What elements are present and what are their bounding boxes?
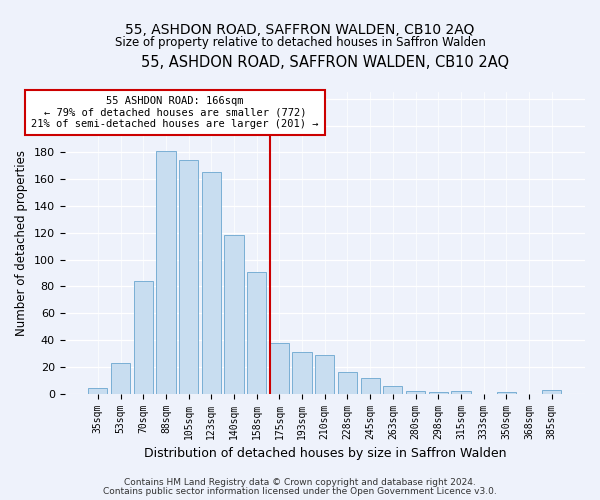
- Bar: [361, 378, 380, 394]
- Bar: [542, 390, 562, 394]
- Bar: [292, 352, 312, 394]
- Bar: [134, 281, 153, 394]
- Bar: [156, 151, 176, 394]
- X-axis label: Distribution of detached houses by size in Saffron Walden: Distribution of detached houses by size …: [143, 447, 506, 460]
- Bar: [451, 391, 470, 394]
- Text: 55 ASHDON ROAD: 166sqm
← 79% of detached houses are smaller (772)
21% of semi-de: 55 ASHDON ROAD: 166sqm ← 79% of detached…: [31, 96, 319, 129]
- Bar: [179, 160, 198, 394]
- Bar: [111, 363, 130, 394]
- Bar: [247, 272, 266, 394]
- Bar: [315, 355, 334, 394]
- Y-axis label: Number of detached properties: Number of detached properties: [15, 150, 28, 336]
- Bar: [338, 372, 357, 394]
- Text: Contains public sector information licensed under the Open Government Licence v3: Contains public sector information licen…: [103, 486, 497, 496]
- Title: 55, ASHDON ROAD, SAFFRON WALDEN, CB10 2AQ: 55, ASHDON ROAD, SAFFRON WALDEN, CB10 2A…: [141, 55, 509, 70]
- Bar: [406, 391, 425, 394]
- Bar: [428, 392, 448, 394]
- Text: Contains HM Land Registry data © Crown copyright and database right 2024.: Contains HM Land Registry data © Crown c…: [124, 478, 476, 487]
- Bar: [497, 392, 516, 394]
- Bar: [202, 172, 221, 394]
- Bar: [383, 386, 403, 394]
- Text: Size of property relative to detached houses in Saffron Walden: Size of property relative to detached ho…: [115, 36, 485, 49]
- Bar: [270, 342, 289, 394]
- Bar: [88, 388, 107, 394]
- Text: 55, ASHDON ROAD, SAFFRON WALDEN, CB10 2AQ: 55, ASHDON ROAD, SAFFRON WALDEN, CB10 2A…: [125, 22, 475, 36]
- Bar: [224, 236, 244, 394]
